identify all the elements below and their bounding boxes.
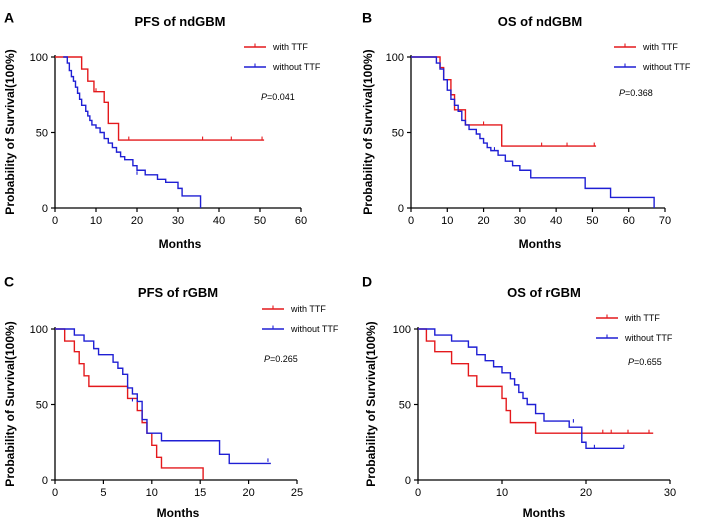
x-tick-label: 30 (172, 215, 184, 227)
p-symbol: P (628, 357, 634, 367)
y-tick-label: 0 (405, 475, 411, 487)
panel-b: B OS of ndGBM Months Probability of Surviva… (361, 9, 691, 251)
legend-label-with-ttf: with TTF (624, 313, 660, 323)
y-tick-label: 100 (393, 324, 411, 336)
x-axis-label: Months (523, 506, 566, 520)
y-axis-label: Probability of Survival(100%) (364, 321, 378, 486)
x-tick-label: 10 (496, 487, 508, 499)
chart-title: PFS of ndGBM (135, 14, 226, 29)
x-tick-label: 70 (659, 215, 671, 227)
chart-title: OS of ndGBM (498, 14, 583, 29)
x-axis-label: Months (157, 506, 200, 520)
y-tick-label: 0 (42, 203, 48, 215)
km-curve-with-ttf (418, 328, 654, 434)
legend-label-without-ttf: without TTF (272, 62, 321, 72)
x-tick-label: 50 (586, 215, 598, 227)
km-curve-without-ttf (411, 56, 655, 208)
x-tick-label: 10 (90, 215, 102, 227)
legend-label-with-ttf: with TTF (272, 42, 308, 52)
y-tick-label: 100 (386, 52, 404, 64)
y-axis-label: Probability of Survival(100%) (3, 321, 17, 486)
x-tick-label: 10 (146, 487, 158, 499)
x-tick-label: 25 (291, 487, 303, 499)
x-axis-label: Months (159, 237, 202, 251)
x-tick-label: 0 (415, 487, 421, 499)
y-axis-label: Probability of Survival(100%) (3, 49, 17, 214)
panel-d: D OS of rGBM Months Probability of Survival… (362, 273, 676, 520)
km-curve-without-ttf (55, 328, 271, 465)
x-tick-label: 50 (254, 215, 266, 227)
x-tick-label: 20 (477, 215, 489, 227)
p-value-number: =0.041 (267, 92, 295, 102)
km-curve-with-ttf (55, 328, 204, 480)
km-curve-with-ttf (55, 56, 265, 141)
x-tick-label: 0 (52, 487, 58, 499)
panel-letter: D (362, 273, 372, 289)
panel-letter: B (362, 9, 372, 25)
x-tick-label: 10 (441, 215, 453, 227)
chart-title: PFS of rGBM (138, 285, 218, 300)
y-tick-label: 100 (30, 52, 48, 64)
y-axis-label: Probability of Survival(100%) (361, 49, 375, 214)
km-curve-without-ttf (418, 328, 624, 449)
p-symbol: P (619, 88, 625, 98)
x-tick-label: 40 (213, 215, 225, 227)
km-curve-with-ttf (411, 56, 597, 147)
p-value: P=0.655 (628, 357, 662, 367)
p-value-number: =0.368 (625, 88, 653, 98)
y-tick-label: 0 (42, 475, 48, 487)
chart-title: OS of rGBM (507, 285, 581, 300)
x-tick-label: 0 (408, 215, 414, 227)
x-tick-label: 40 (550, 215, 562, 227)
legend-label-without-ttf: without TTF (642, 62, 691, 72)
x-tick-label: 5 (100, 487, 106, 499)
y-tick-label: 50 (392, 128, 404, 140)
x-tick-label: 30 (514, 215, 526, 227)
legend-label-with-ttf: with TTF (290, 304, 326, 314)
y-tick-label: 0 (398, 203, 404, 215)
legend-label-without-ttf: without TTF (624, 333, 673, 343)
x-tick-label: 15 (194, 487, 206, 499)
y-tick-label: 50 (399, 400, 411, 412)
x-tick-label: 20 (580, 487, 592, 499)
panel-a: A PFS of ndGBM Months Probability of Surviv… (3, 9, 321, 251)
x-tick-label: 20 (242, 487, 254, 499)
x-tick-label: 20 (131, 215, 143, 227)
p-value-number: =0.655 (634, 357, 662, 367)
panel-letter: A (4, 9, 14, 25)
p-value: P=0.041 (261, 92, 295, 102)
x-tick-label: 60 (295, 215, 307, 227)
legend-label-with-ttf: with TTF (642, 42, 678, 52)
y-tick-label: 100 (30, 324, 48, 336)
x-tick-label: 30 (664, 487, 676, 499)
p-symbol: P (261, 92, 267, 102)
p-value-number: =0.265 (270, 354, 298, 364)
y-tick-label: 50 (36, 128, 48, 140)
km-curve-without-ttf (63, 56, 202, 208)
p-value: P=0.368 (619, 88, 653, 98)
panel-letter: C (4, 273, 14, 289)
y-tick-label: 50 (36, 400, 48, 412)
x-tick-label: 0 (52, 215, 58, 227)
x-tick-label: 60 (623, 215, 635, 227)
x-axis-label: Months (519, 237, 562, 251)
p-symbol: P (264, 354, 270, 364)
panel-c: C PFS of rGBM Months Probability of Surviva… (3, 273, 339, 520)
legend-label-without-ttf: without TTF (290, 324, 339, 334)
p-value: P=0.265 (264, 354, 298, 364)
